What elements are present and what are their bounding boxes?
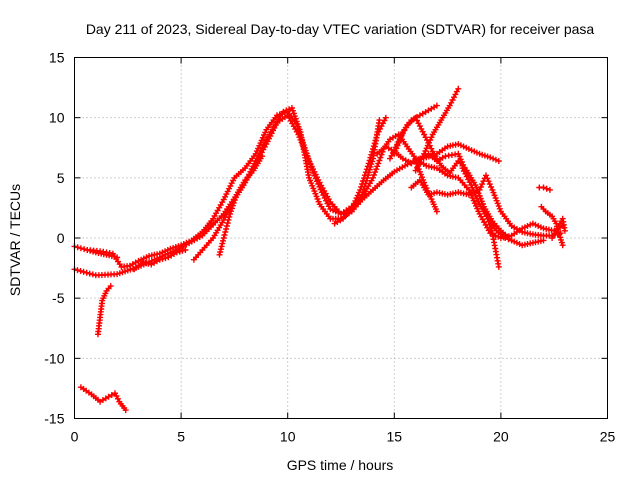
- series-markers: [216, 153, 266, 258]
- data-series-track-7: [408, 172, 564, 239]
- grid: [74, 57, 608, 419]
- series-markers: [549, 215, 568, 241]
- y-tick-label: 10: [49, 110, 65, 126]
- data-series-track-16: [536, 184, 553, 193]
- y-tick-label: 15: [49, 50, 65, 66]
- series-markers: [412, 158, 440, 215]
- data-series-track-15: [77, 384, 129, 414]
- y-tick-label: 5: [57, 170, 65, 186]
- y-tick-label: 0: [57, 230, 65, 246]
- data-series-track-11: [412, 158, 440, 215]
- chart-title: Day 211 of 2023, Sidereal Day-to-day VTE…: [86, 21, 595, 37]
- data-series-track-9: [391, 102, 440, 157]
- axis-ticks: 0 5 10 15 20 25 -15 -10 -5 0 5 10 15: [44, 50, 615, 445]
- x-tick-label: 20: [493, 429, 509, 445]
- data-series-track-19: [131, 247, 189, 273]
- data-series-track-5: [331, 114, 389, 227]
- x-axis-label: GPS time / hours: [287, 457, 394, 473]
- x-tick-label: 15: [387, 429, 403, 445]
- series-markers: [536, 184, 553, 193]
- series-markers: [331, 114, 389, 227]
- data-series-track-14: [95, 283, 114, 338]
- series-markers: [412, 85, 462, 174]
- data-series: [71, 85, 568, 414]
- x-tick-label: 0: [71, 429, 79, 445]
- series-markers: [131, 247, 189, 273]
- series-markers: [408, 172, 564, 239]
- series-markers: [95, 283, 114, 338]
- y-tick-label: -5: [52, 290, 65, 306]
- series-markers: [391, 102, 440, 157]
- series-markers: [459, 165, 515, 244]
- y-axis-label: SDTVAR / TECUs: [7, 184, 23, 296]
- data-series-track-13: [84, 247, 121, 261]
- x-tick-label: 10: [280, 429, 296, 445]
- y-tick-label: -10: [44, 350, 64, 366]
- x-tick-label: 5: [177, 429, 185, 445]
- series-markers: [77, 384, 129, 414]
- x-tick-label: 25: [600, 429, 616, 445]
- data-series-track-4: [216, 153, 266, 258]
- data-series-track-12: [459, 165, 515, 244]
- series-markers: [84, 247, 121, 261]
- data-series-track-18: [549, 215, 568, 241]
- y-tick-label: -15: [44, 411, 64, 427]
- data-series-track-10: [412, 85, 462, 174]
